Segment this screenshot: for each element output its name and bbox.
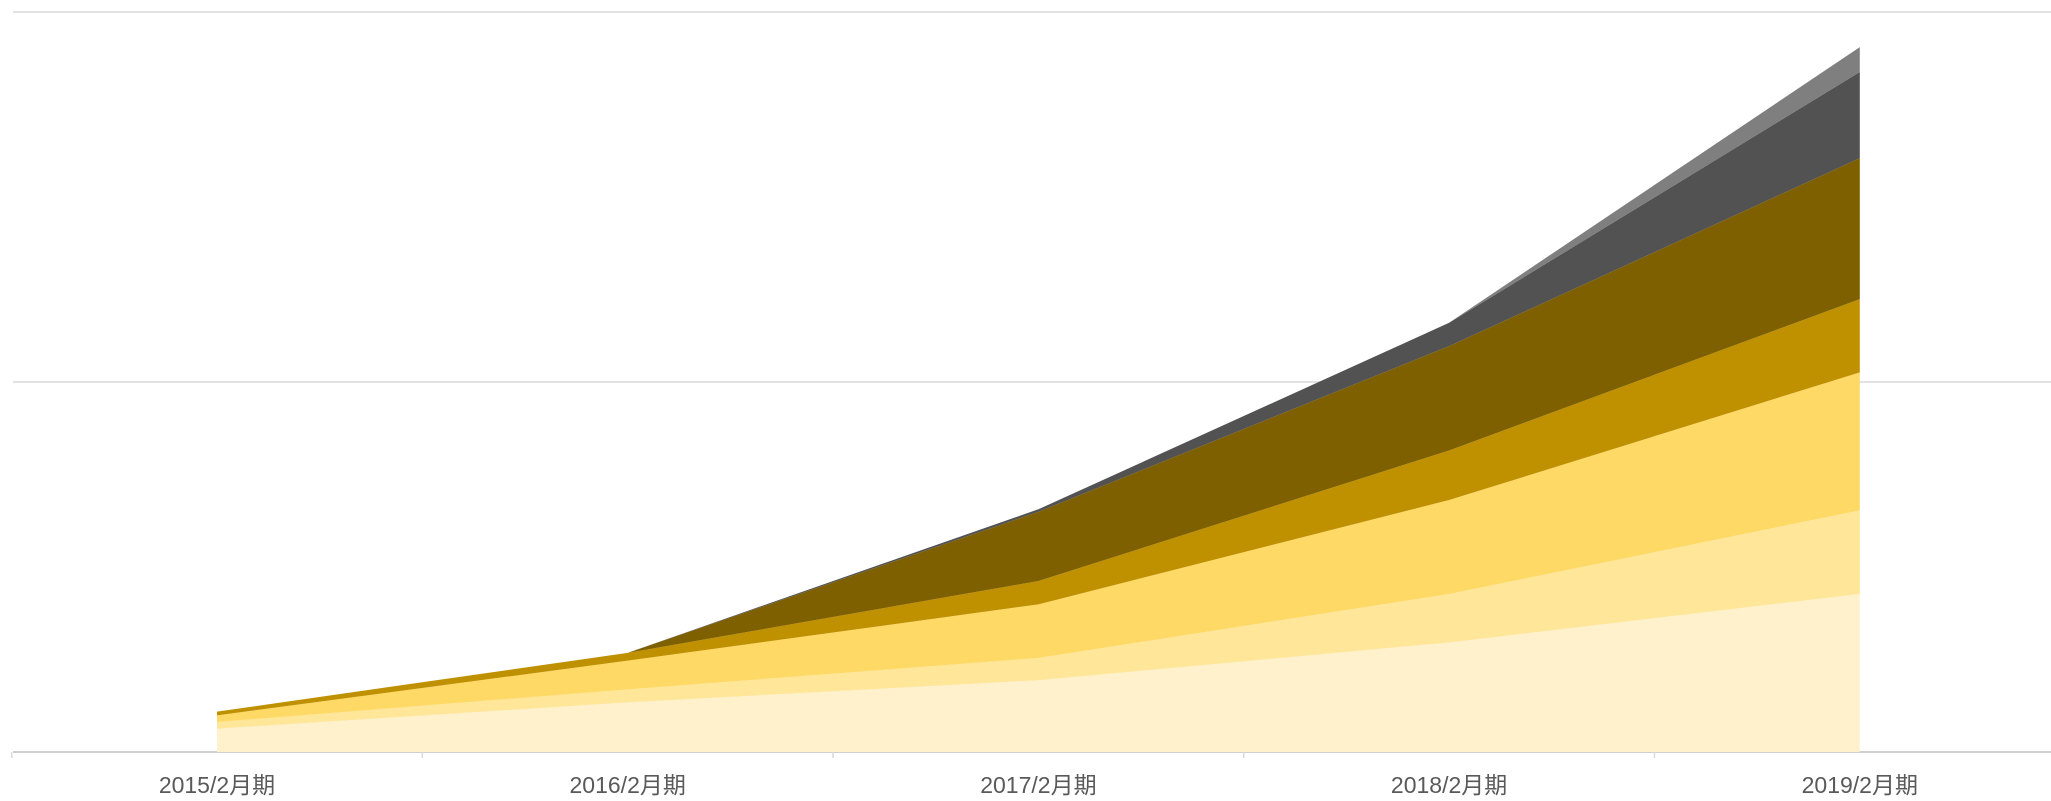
x-tick-label: 2017/2月期 xyxy=(980,772,1096,798)
x-tick-label: 2016/2月期 xyxy=(570,772,686,798)
area xyxy=(217,510,1860,729)
x-tick-label: 2019/2月期 xyxy=(1802,772,1918,798)
x-tick-label: 2018/2月期 xyxy=(1391,772,1507,798)
area xyxy=(217,594,1860,752)
area xyxy=(217,372,1860,723)
x-tick-label: 2015/2月期 xyxy=(159,772,275,798)
